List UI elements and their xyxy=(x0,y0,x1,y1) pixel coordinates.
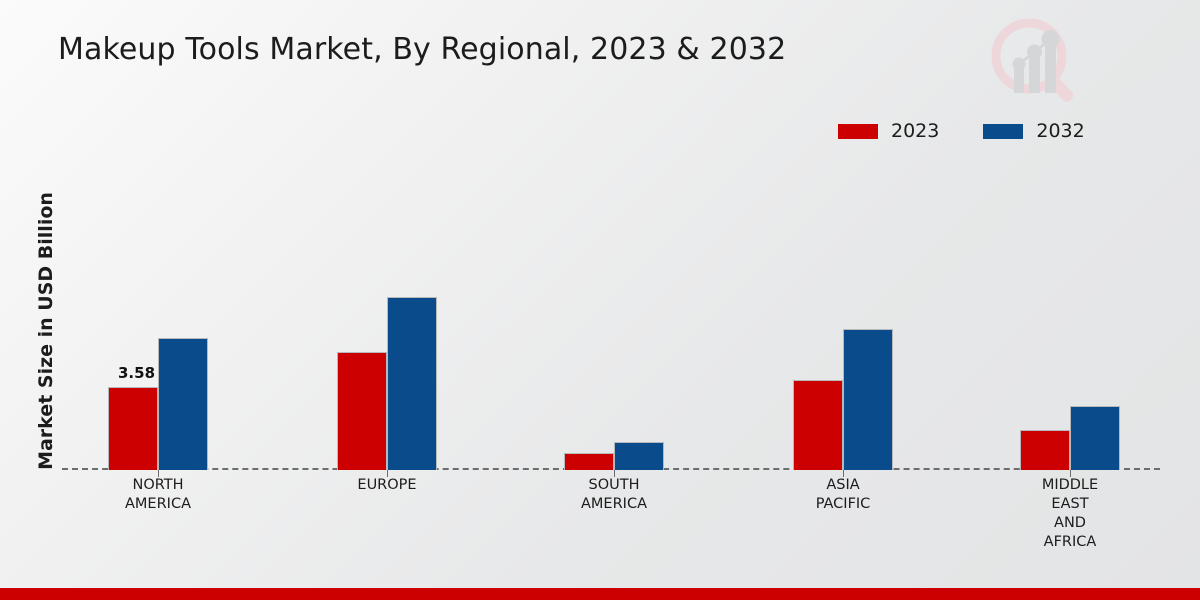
x-axis-label-asia-pacific: ASIA PACIFIC xyxy=(815,477,871,512)
bar-2023-middle-east-africa[interactable] xyxy=(1020,430,1070,470)
x-axis-tick-north-america xyxy=(158,470,159,477)
bar-group-europe: EUROPE xyxy=(337,160,437,493)
bar-2032-north-america[interactable] xyxy=(158,338,208,470)
x-axis-label-middle-east-africa: MIDDLE EAST AND AFRICA xyxy=(1041,477,1099,550)
legend-item-2023[interactable]: 2023 xyxy=(838,120,939,142)
watermark-logo-icon xyxy=(991,18,1074,102)
x-axis-tick-middle-east-africa xyxy=(1070,470,1071,477)
legend-swatch-2032 xyxy=(983,123,1024,139)
bar-2023-asia-pacific[interactable] xyxy=(793,380,843,470)
x-axis-tick-south-america xyxy=(614,470,615,477)
x-axis-tick-asia-pacific xyxy=(843,470,844,477)
bar-2023-north-america[interactable] xyxy=(108,387,158,470)
y-axis-title: Market Size in USD Billion xyxy=(35,192,57,470)
x-axis-tick-europe xyxy=(387,470,388,477)
bar-2032-europe[interactable] xyxy=(387,297,437,470)
x-axis-label-south-america: SOUTH AMERICA xyxy=(581,477,647,512)
bar-2032-middle-east-africa[interactable] xyxy=(1070,406,1120,470)
legend-label-2032: 2032 xyxy=(1036,120,1085,142)
bar-2023-europe[interactable] xyxy=(337,352,387,470)
bar-2023-south-america[interactable] xyxy=(564,453,614,470)
chart-title: Makeup Tools Market, By Regional, 2023 &… xyxy=(58,32,787,67)
plot-area: 3.58 NORTH AMERICA EUROPE SOUTH AMERICA … xyxy=(62,160,1160,550)
legend-swatch-2023 xyxy=(838,123,878,139)
bar-value-label-north-america-2023: 3.58 xyxy=(118,364,156,382)
footer-accent-bar xyxy=(0,588,1200,600)
chart-legend: 2023 2032 xyxy=(838,120,1085,142)
bar-group-asia-pacific: ASIA PACIFIC xyxy=(793,160,893,512)
bar-2032-asia-pacific[interactable] xyxy=(843,329,893,470)
bar-group-north-america: 3.58 NORTH AMERICA xyxy=(108,160,208,512)
bar-group-middle-east-africa: MIDDLE EAST AND AFRICA xyxy=(1020,160,1120,550)
legend-item-2032[interactable]: 2032 xyxy=(983,120,1085,142)
legend-label-2023: 2023 xyxy=(891,120,940,142)
bar-2032-south-america[interactable] xyxy=(614,442,664,470)
bar-group-south-america: SOUTH AMERICA xyxy=(564,160,664,512)
x-axis-label-europe: EUROPE xyxy=(357,477,417,493)
x-axis-label-north-america: NORTH AMERICA xyxy=(125,477,191,512)
